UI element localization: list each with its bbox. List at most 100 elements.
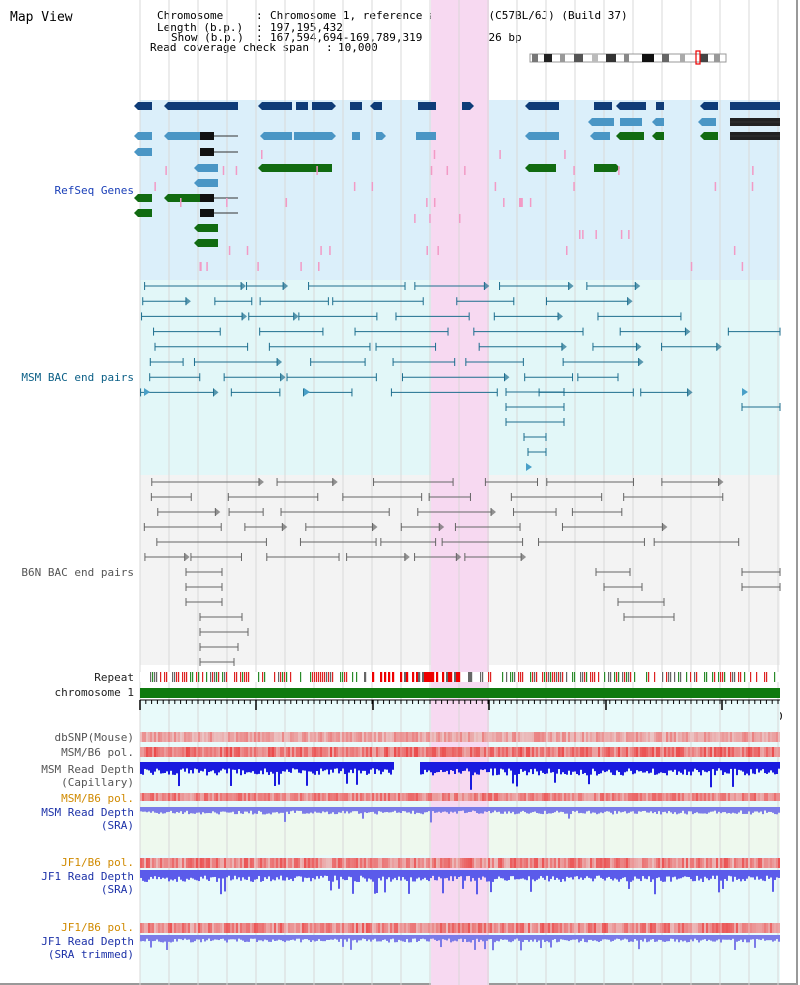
- read-depth-bar: [206, 935, 208, 941]
- chromosome-track-label: chromosome 1: [54, 686, 134, 699]
- polymorphism-cell: [354, 923, 356, 933]
- read-depth-bar: [680, 762, 682, 773]
- highlight-region[interactable]: [431, 0, 489, 985]
- polymorphism-cell: [190, 732, 192, 742]
- read-depth-bar: [504, 935, 506, 940]
- read-depth-bar: [660, 935, 662, 941]
- read-depth-bar: [752, 870, 754, 878]
- read-depth-bar: [464, 935, 466, 940]
- polymorphism-cell: [218, 732, 220, 742]
- read-depth-bar: [450, 762, 452, 771]
- read-depth-bar: [684, 870, 686, 877]
- read-depth-bar: [502, 807, 504, 814]
- read-depth-bar: [198, 870, 200, 882]
- repeat-element: [380, 672, 383, 682]
- polymorphism-cell: [528, 732, 530, 742]
- polymorphism-cell: [554, 858, 556, 868]
- polymorphism-cell: [486, 923, 488, 933]
- polymorphism-cell: [578, 793, 580, 801]
- polymorphism-cell: [568, 923, 570, 933]
- read-depth-bar: [560, 870, 562, 882]
- polymorphism-cell: [348, 923, 350, 933]
- polymorphism-cell: [364, 923, 366, 933]
- read-depth-bar: [598, 935, 600, 943]
- polymorphism-cell: [202, 793, 204, 801]
- read-depth-bar: [552, 935, 554, 940]
- polymorphism-cell: [702, 923, 704, 933]
- read-depth-bar: [242, 870, 244, 878]
- read-depth-bar: [464, 807, 466, 814]
- read-depth-bar: [756, 870, 758, 877]
- polymorphism-cell: [212, 732, 214, 742]
- repeat-element: [506, 672, 508, 682]
- polymorphism-cell: [582, 858, 584, 868]
- polymorphism-cell: [512, 732, 514, 742]
- polymorphism-cell: [344, 747, 346, 757]
- read-depth-bar: [184, 935, 186, 939]
- polymorphism-cell: [544, 923, 546, 933]
- read-depth-bar: [674, 935, 676, 942]
- read-depth-bar: [144, 762, 146, 769]
- polymorphism-cell: [670, 747, 672, 757]
- read-depth-bar: [638, 762, 640, 772]
- polymorphism-cell: [644, 793, 646, 801]
- polymorphism-cell: [728, 747, 730, 757]
- read-depth-bar: [222, 762, 224, 769]
- msm-bac-track[interactable]: [140, 282, 781, 471]
- polymorphism-cell: [738, 923, 740, 933]
- read-depth-bar: [364, 762, 366, 771]
- read-depth-bar: [700, 807, 702, 814]
- bac-end-arrow: [404, 553, 410, 561]
- polymorphism-cell: [654, 923, 656, 933]
- polymorphism-cell: [732, 747, 734, 757]
- read-depth-bar: [240, 870, 242, 881]
- polymorphism-cell: [446, 858, 448, 868]
- polymorphism-cell: [248, 858, 250, 868]
- polymorphism-cell: [450, 747, 452, 757]
- read-depth-bar: [160, 762, 162, 774]
- read-depth-bar: [578, 935, 580, 943]
- polymorphism-cell: [740, 858, 742, 868]
- refseq-genes-track[interactable]: [134, 102, 780, 271]
- polymorphism-cell: [504, 747, 506, 757]
- polymorphism-cell: [206, 858, 208, 868]
- polymorphism-cell: [454, 793, 456, 801]
- repeat-element: [706, 672, 708, 682]
- repeat-element: [734, 672, 736, 682]
- read-depth-bar: [292, 935, 294, 940]
- polymorphism-cell: [188, 793, 190, 801]
- polymorphism-cell: [244, 858, 246, 868]
- polymorphism-cell: [576, 923, 578, 933]
- read-depth-bar: [218, 762, 220, 773]
- read-depth-bar: [688, 762, 690, 772]
- polymorphism-cell: [286, 858, 288, 868]
- snp-tick: [499, 150, 501, 159]
- polymorphism-cell: [498, 923, 500, 933]
- polymorphism-cell: [418, 732, 420, 742]
- polymorphism-cell: [194, 732, 196, 742]
- gene-strand-arrow: [134, 102, 138, 110]
- read-depth-bar: [644, 935, 646, 939]
- polymorphism-cell: [750, 923, 752, 933]
- read-depth-bar: [562, 807, 564, 813]
- polymorphism-cell: [460, 923, 462, 933]
- polymorphism-cell: [494, 858, 496, 868]
- polymorphism-cell: [246, 732, 248, 742]
- read-depth-bar: [516, 935, 518, 939]
- read-depth-bar: [282, 870, 284, 881]
- read-depth-bar: [474, 807, 476, 812]
- read-depth-bar: [702, 935, 704, 940]
- repeat-element: [422, 672, 425, 682]
- read-depth-bar: [380, 762, 382, 775]
- chromosome-ideogram[interactable]: [529, 50, 727, 65]
- polymorphism-cell: [148, 923, 150, 933]
- read-depth-bar: [586, 762, 588, 776]
- b6n-bac-track[interactable]: [143, 478, 781, 666]
- polymorphism-cell: [694, 923, 696, 933]
- polymorphism-cell: [284, 858, 286, 868]
- read-depth-bar: [442, 935, 444, 940]
- jf1-depth-sra-label-2: (SRA): [100, 883, 134, 896]
- read-depth-bar: [342, 807, 344, 811]
- polymorphism-cell: [626, 858, 628, 868]
- read-depth-bar: [742, 762, 744, 772]
